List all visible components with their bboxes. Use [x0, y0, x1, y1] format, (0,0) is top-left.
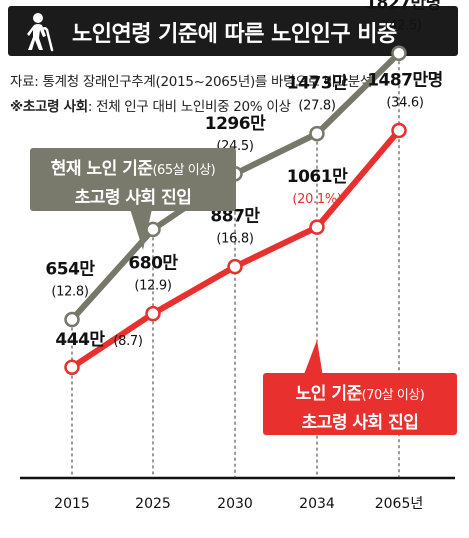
title-bar: 노인연령 기준에 따른 노인인구 비중 [8, 6, 458, 56]
callout-gray-pointer [130, 209, 152, 250]
gray-value-label: 1827만명 [365, 0, 441, 13]
red-data-point [309, 219, 325, 235]
callout-red-subtitle: 초고령 사회 진입 [301, 413, 419, 433]
gray-pct-label: (42.5) [384, 18, 421, 33]
gray-value-label: 654만 [45, 260, 95, 280]
note-text: ※초고령 사회: 전체 인구 대비 노인비중 20% 이상 [10, 95, 291, 115]
x-tick-label: 2015 [54, 496, 90, 512]
red-value-label: 887만 [210, 207, 260, 227]
red-data-point [227, 258, 243, 275]
callout-gray-age: (65살 이상) [152, 163, 216, 178]
callout-red-title: 노인 기준 [295, 384, 362, 404]
gray-value-label: 1296만 [205, 114, 266, 134]
gray-data-point [391, 45, 407, 62]
callout-gray-title: 현재 노인 기준 [50, 159, 153, 179]
callout-new-standard: 노인 기준(70살 이상) 초고령 사회 진입 [263, 373, 457, 435]
gray-pct-label: (12.8) [51, 285, 88, 300]
red-pct-label: (8.7) [113, 334, 142, 349]
red-value-label: 1061만 [287, 167, 348, 187]
red-pct-label: (20.1%) [292, 192, 341, 207]
gray-data-point [309, 125, 325, 142]
callout-current-standard: 현재 노인 기준(65살 이상) 초고령 사회 진입 [30, 148, 236, 211]
page-title: 노인연령 기준에 따른 노인인구 비중 [72, 22, 397, 47]
red-pct-label: (16.8) [216, 232, 253, 247]
x-tick-label: 2025 [135, 496, 171, 512]
callout-red-age: (70살 이상) [361, 388, 425, 403]
source-text: 자료: 통계청 장래인구추계(2015~2065년)를 바탕으로 비교분석 [10, 74, 372, 90]
elderly-person-icon [27, 13, 54, 52]
gray-value-label: 1473만 [287, 74, 348, 94]
red-value-label: 1487만명 [367, 70, 443, 90]
red-pct-label: (12.9) [134, 279, 171, 294]
red-data-point [391, 122, 407, 139]
x-tick-label: 2065년 [375, 496, 424, 512]
note-prefix: ※초고령 사회 [10, 99, 88, 115]
gray-data-point [64, 311, 80, 328]
callout-red-pointer [303, 340, 323, 377]
red-pct-label: (34.6) [386, 95, 423, 110]
red-data-point [64, 359, 80, 375]
x-tick-label: 2030 [217, 496, 253, 512]
gray-pct-label: (27.8) [298, 99, 335, 114]
red-value-label: 680만 [128, 254, 178, 274]
note-body: : 전체 인구 대비 노인비중 20% 이상 [87, 99, 291, 115]
red-data-point [145, 305, 161, 322]
callout-gray-subtitle: 초고령 사회 진입 [74, 188, 192, 208]
red-value-label: 444만 [55, 330, 105, 350]
x-tick-label: 2034 [299, 496, 335, 512]
